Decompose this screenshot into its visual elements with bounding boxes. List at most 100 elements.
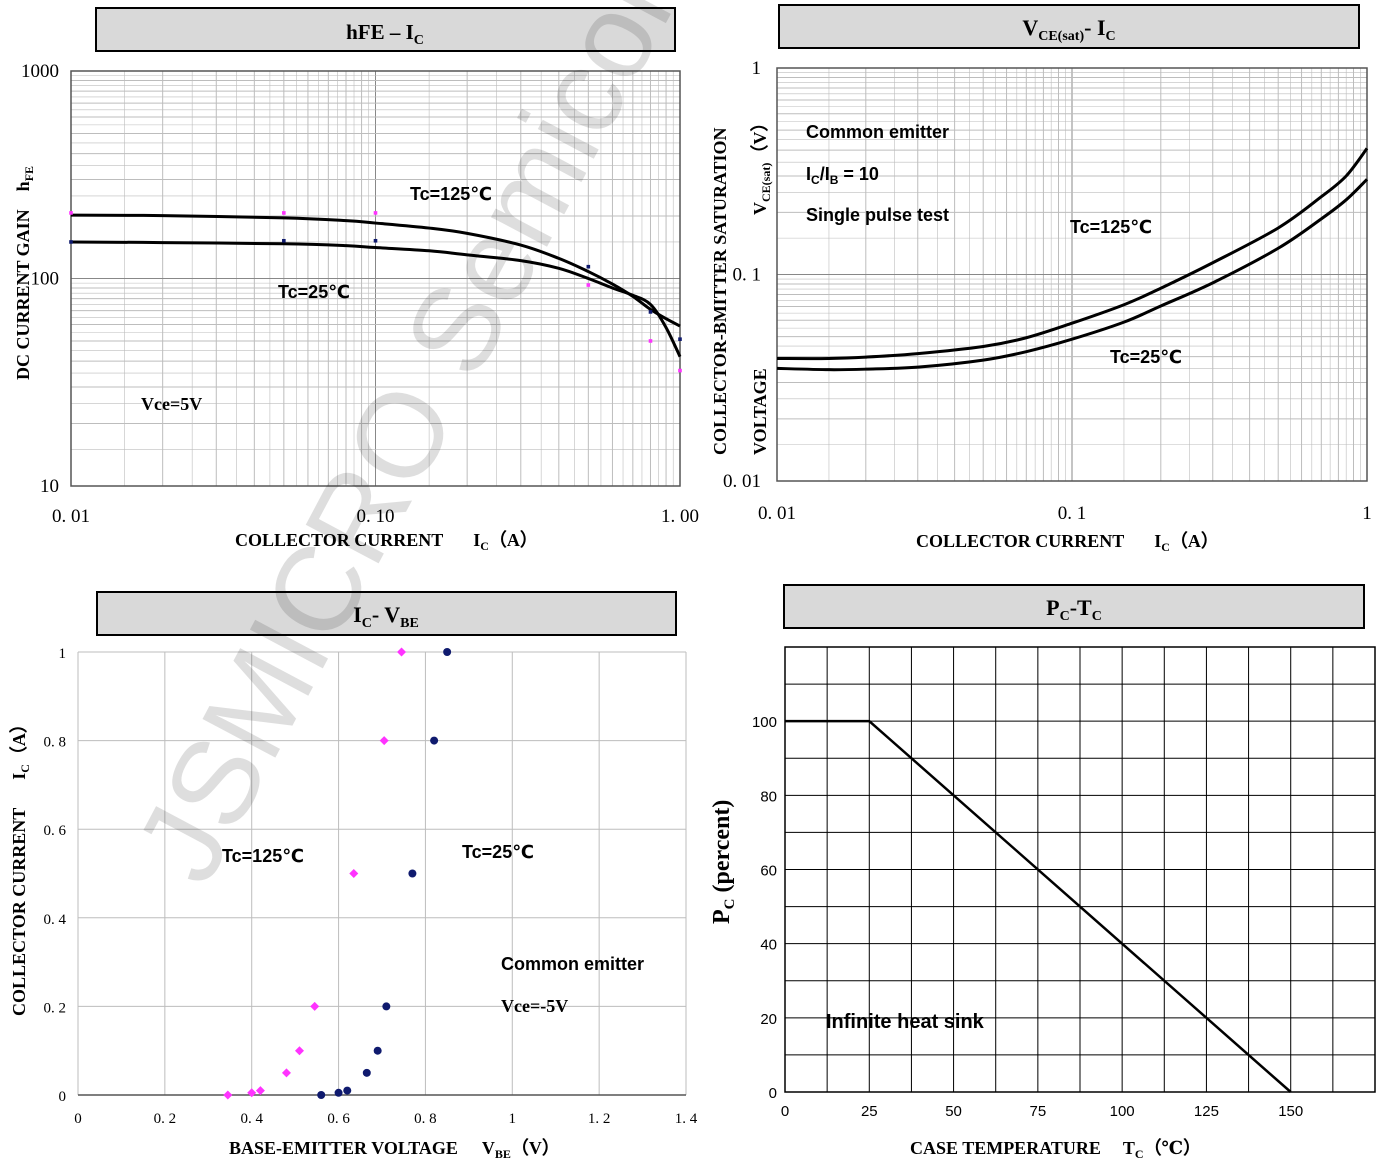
data-point-hot	[247, 1088, 257, 1098]
y-tick-label: 20	[760, 1011, 777, 1028]
series-line-0	[70, 213, 681, 328]
x-tick-label: 1. 2	[588, 1111, 611, 1127]
x-tick-label: 0. 10	[357, 506, 395, 527]
data-point-hot	[255, 1086, 265, 1096]
y-tick-label: 100	[752, 714, 777, 731]
x-tick-label: 0. 01	[758, 503, 796, 524]
data-point-hot	[310, 1001, 320, 1011]
chart-hfe: hFE – IC 0. 01 0. 10 1. 00 10 100 1000 Tc=125…	[13, 7, 699, 553]
x-tick-label: 1	[509, 1111, 517, 1127]
chart-hfe-ticks: 0. 01 0. 10 1. 00 10 100 1000	[21, 61, 699, 527]
x-tick-label: 150	[1278, 1103, 1303, 1120]
chart-icvbe-title-box	[96, 591, 677, 636]
data-point-0	[648, 339, 653, 343]
vcesat-annotation-tc25: Tc=25℃	[1110, 347, 1182, 367]
y-tick-label: 40	[760, 937, 777, 954]
x-tick-label: 75	[1030, 1103, 1047, 1120]
x-tick-label: 1. 4	[675, 1111, 698, 1127]
chart-vcesat-plot-frame	[776, 67, 1368, 482]
chart-pctc-plot-frame	[784, 646, 1376, 1093]
data-point-cold	[382, 1002, 391, 1011]
data-point-hot	[397, 647, 407, 657]
chart-hfe-xlabel: COLLECTOR CURRENT IC（A）	[235, 530, 538, 553]
data-point-1	[678, 337, 682, 341]
data-point-cold	[430, 736, 439, 745]
y-tick-label: 60	[760, 863, 777, 880]
x-tick-label: 125	[1194, 1103, 1219, 1120]
chart-icvbe-title: IC- VBE	[353, 602, 419, 631]
x-tick-label: 0. 1	[1058, 503, 1087, 524]
vcesat-annotation-pulse: Single pulse test	[806, 205, 949, 225]
data-point-0	[678, 368, 682, 373]
data-point-0	[586, 283, 591, 287]
chart-icvbe-series	[223, 647, 452, 1100]
data-point-1	[282, 238, 286, 243]
data-point-0	[282, 211, 286, 215]
x-tick-label: 0. 2	[154, 1111, 177, 1127]
data-point-cold	[343, 1086, 352, 1095]
data-point-1	[648, 310, 653, 314]
data-point-cold	[373, 1046, 382, 1055]
chart-icvbe-grid	[77, 651, 687, 1096]
icvbe-annotation-tc125: Tc=125℃	[222, 846, 304, 866]
x-tick-label: 50	[945, 1103, 962, 1120]
series-line-1	[776, 178, 1369, 372]
chart-vcesat-ticks: 0. 01 0. 1 1 0. 01 0. 1 1	[723, 58, 1372, 524]
x-tick-label: 1	[1362, 503, 1372, 524]
data-point-0	[69, 211, 73, 215]
data-point-cold	[334, 1088, 343, 1097]
data-point-hot	[281, 1068, 291, 1078]
y-tick-label: 0. 01	[723, 471, 761, 492]
chart-vcesat-series	[776, 147, 1369, 372]
chart-icvbe: IC- VBE 0 0. 2 0. 4 0. 6 0. 8 1 1. 2 1. 4 0 0. 2 0…	[9, 591, 698, 1160]
y-tick-label: 0. 4	[44, 912, 67, 928]
chart-pctc-series	[785, 719, 1292, 1093]
pctc-annotation-heat-sink: Infinite heat sink	[826, 1011, 985, 1033]
x-tick-label: 100	[1110, 1103, 1135, 1120]
chart-pctc: PC-TC 0 25 50 75 100 125 150 0 20 40 60 80 100 Infin…	[709, 584, 1376, 1160]
chart-icvbe-xlabel: BASE-EMITTER VOLTAGE VBE（V）	[229, 1138, 560, 1160]
chart-icvbe-ylabel: COLLECTOR CURRENTIC（A）	[9, 715, 32, 1016]
chart-vcesat-ylabel-voltage: VOLTAGE	[750, 368, 770, 455]
y-tick-label: 0	[59, 1089, 67, 1105]
series-line-0	[776, 147, 1369, 361]
chart-vcesat-title-box	[778, 4, 1360, 49]
hfe-annotation-vce: Vce=5V	[141, 394, 202, 414]
x-tick-label: 0. 4	[240, 1111, 263, 1127]
vcesat-annotation-tc125: Tc=125℃	[1070, 217, 1152, 237]
y-tick-label: 0. 8	[44, 735, 67, 751]
y-tick-label: 0. 1	[733, 265, 762, 286]
series-line-0	[785, 719, 1292, 1093]
chart-pctc-title: PC-TC	[1046, 595, 1102, 624]
chart-hfe-title-box	[95, 7, 676, 52]
data-point-1	[586, 264, 591, 269]
y-tick-label: 0. 2	[44, 1000, 67, 1016]
chart-icvbe-ticks: 0 0. 2 0. 4 0. 6 0. 8 1 1. 2 1. 4 0 0. 2 0. 4 0. 6 0…	[44, 646, 698, 1127]
x-tick-label: 0. 01	[52, 506, 90, 527]
chart-pctc-ticks: 0 25 50 75 100 125 150 0 20 40 60 80 100	[752, 714, 1303, 1120]
x-tick-label: 0. 8	[414, 1111, 437, 1127]
chart-pctc-title-box	[783, 584, 1365, 629]
x-tick-label: 1. 00	[661, 506, 699, 527]
chart-hfe-grid	[71, 71, 680, 486]
hfe-annotation-tc125: Tc=125℃	[410, 184, 492, 204]
x-tick-label: 0	[74, 1111, 82, 1127]
vcesat-annotation-ratio: IC/IB = 10	[806, 164, 879, 187]
chart-hfe-ylabel: DC CURRENT GAINhFE	[13, 166, 36, 380]
x-tick-label: 25	[861, 1103, 878, 1120]
chart-vcesat-ylabel-symbol: VCE(sat)（V）	[750, 114, 773, 215]
data-point-cold	[443, 648, 452, 656]
chart-vcesat-xlabel: COLLECTOR CURRENT IC（A）	[916, 531, 1219, 554]
y-tick-label: 0. 6	[44, 823, 67, 839]
chart-pctc-ylabel: PC (percent)	[709, 800, 738, 924]
data-point-hot	[379, 736, 389, 746]
icvbe-annotation-common-emitter: Common emitter	[501, 954, 644, 974]
y-tick-label: 1	[752, 58, 762, 79]
y-tick-label: 0	[769, 1085, 777, 1102]
chart-vcesat-ylabel: COLLECTOR-BMITTER SATURATION	[710, 127, 730, 455]
series-line-1	[70, 240, 682, 358]
data-point-cold	[317, 1091, 326, 1099]
data-point-hot	[223, 1090, 233, 1100]
icvbe-annotation-tc25: Tc=25℃	[462, 842, 534, 862]
